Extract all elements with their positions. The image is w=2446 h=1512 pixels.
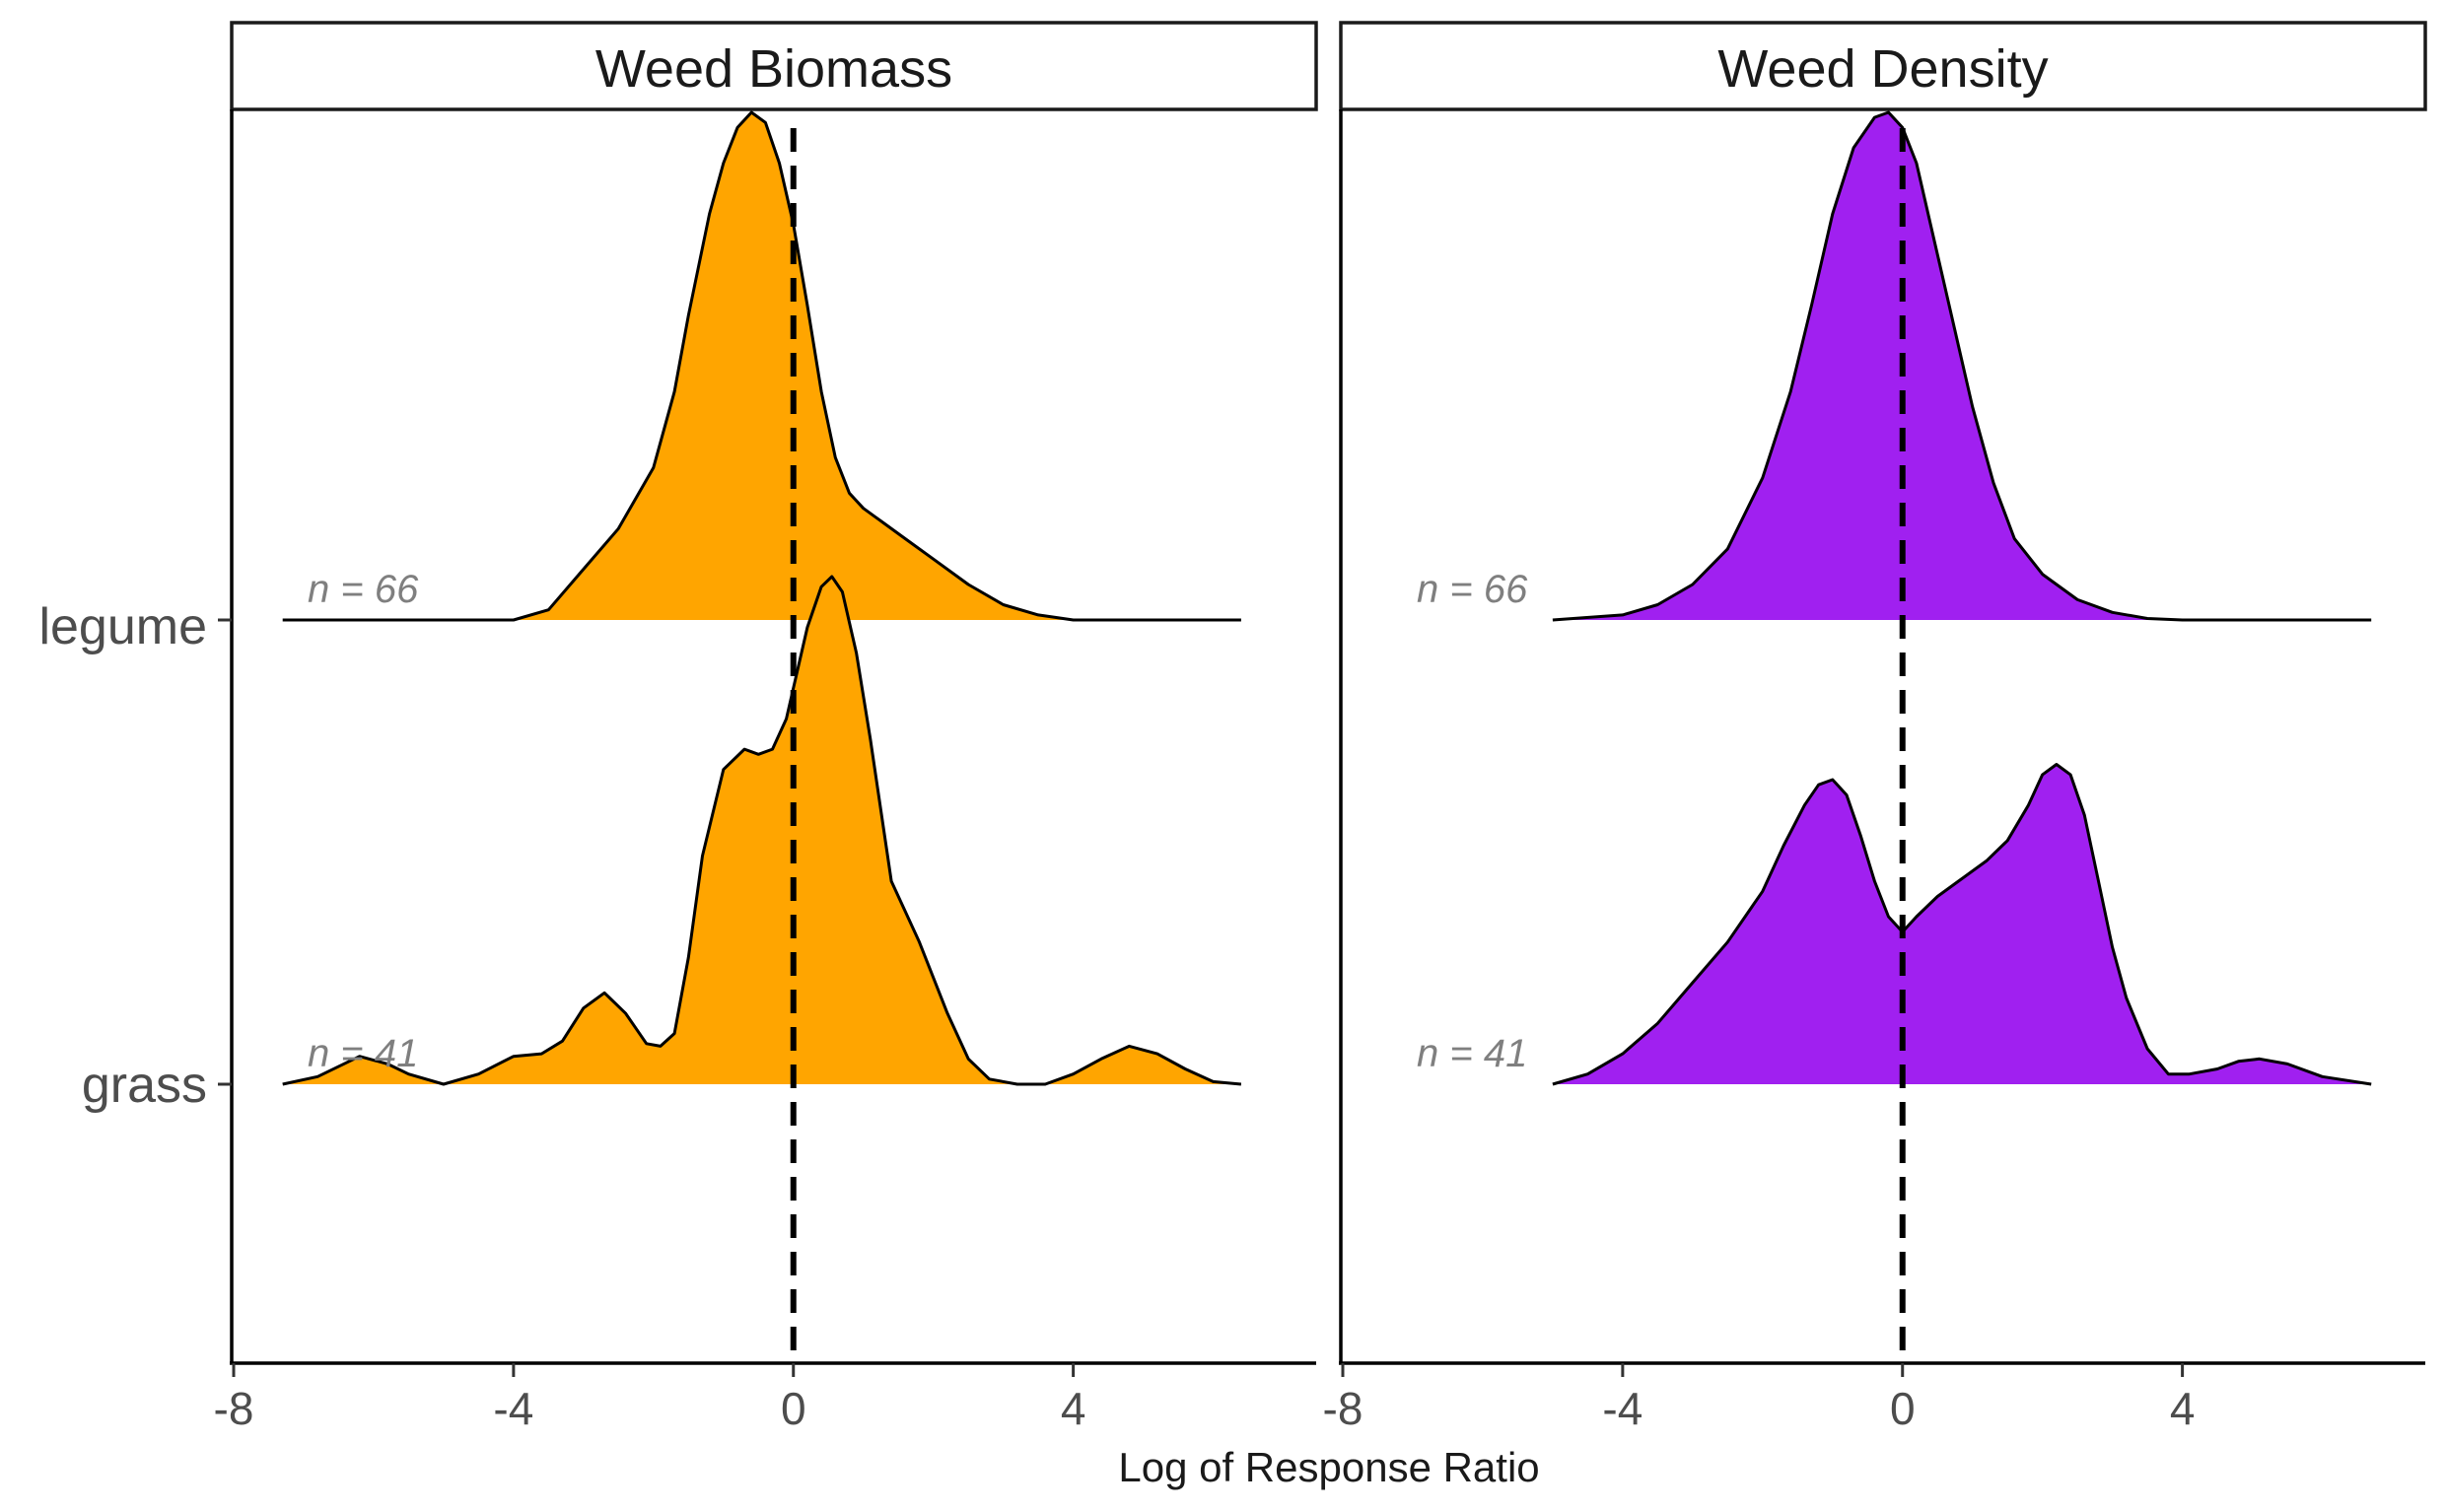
density-fill-grass bbox=[282, 577, 1241, 1084]
facet-title: Weed Biomass bbox=[595, 39, 952, 99]
x-tick-label: -8 bbox=[214, 1383, 254, 1434]
density-line-grass bbox=[282, 575, 1242, 1086]
x-tick-label: 4 bbox=[2170, 1383, 2196, 1434]
n-label-grass: n = 41 bbox=[308, 1032, 418, 1075]
y-tick-label-grass: grass bbox=[82, 1057, 207, 1114]
x-tick-label: 0 bbox=[1890, 1383, 1916, 1434]
density-line-grass bbox=[1552, 763, 2372, 1086]
facet-strip bbox=[1339, 21, 2427, 111]
density-line-legume bbox=[1552, 110, 2372, 622]
n-label-legume: n = 66 bbox=[308, 568, 419, 611]
n-label-grass: n = 41 bbox=[1417, 1032, 1527, 1075]
panel-0: Weed Biomass n = 66 n = 41 -8 -4 0 4 bbox=[214, 21, 1318, 1434]
density-fill-grass bbox=[1552, 764, 2372, 1084]
x-tick-label: -4 bbox=[493, 1383, 533, 1434]
x-tick-label: -8 bbox=[1323, 1383, 1363, 1434]
density-line-legume bbox=[282, 110, 1241, 622]
x-tick-label: -4 bbox=[1602, 1383, 1642, 1434]
facet-title: Weed Density bbox=[1717, 39, 2048, 99]
panel-1: Weed Density n = 66 n = 41 -8 -4 0 4 bbox=[1323, 21, 2427, 1434]
x-axis-title: Log of Response Ratio bbox=[1118, 1444, 1539, 1490]
n-label-legume: n = 66 bbox=[1417, 568, 1528, 611]
density-fill-legume bbox=[282, 112, 1241, 620]
y-tick-label-legume: legume bbox=[38, 598, 207, 655]
x-tick-label: 4 bbox=[1061, 1383, 1086, 1434]
facet-strip bbox=[230, 21, 1318, 111]
x-tick-label: 0 bbox=[781, 1383, 806, 1434]
